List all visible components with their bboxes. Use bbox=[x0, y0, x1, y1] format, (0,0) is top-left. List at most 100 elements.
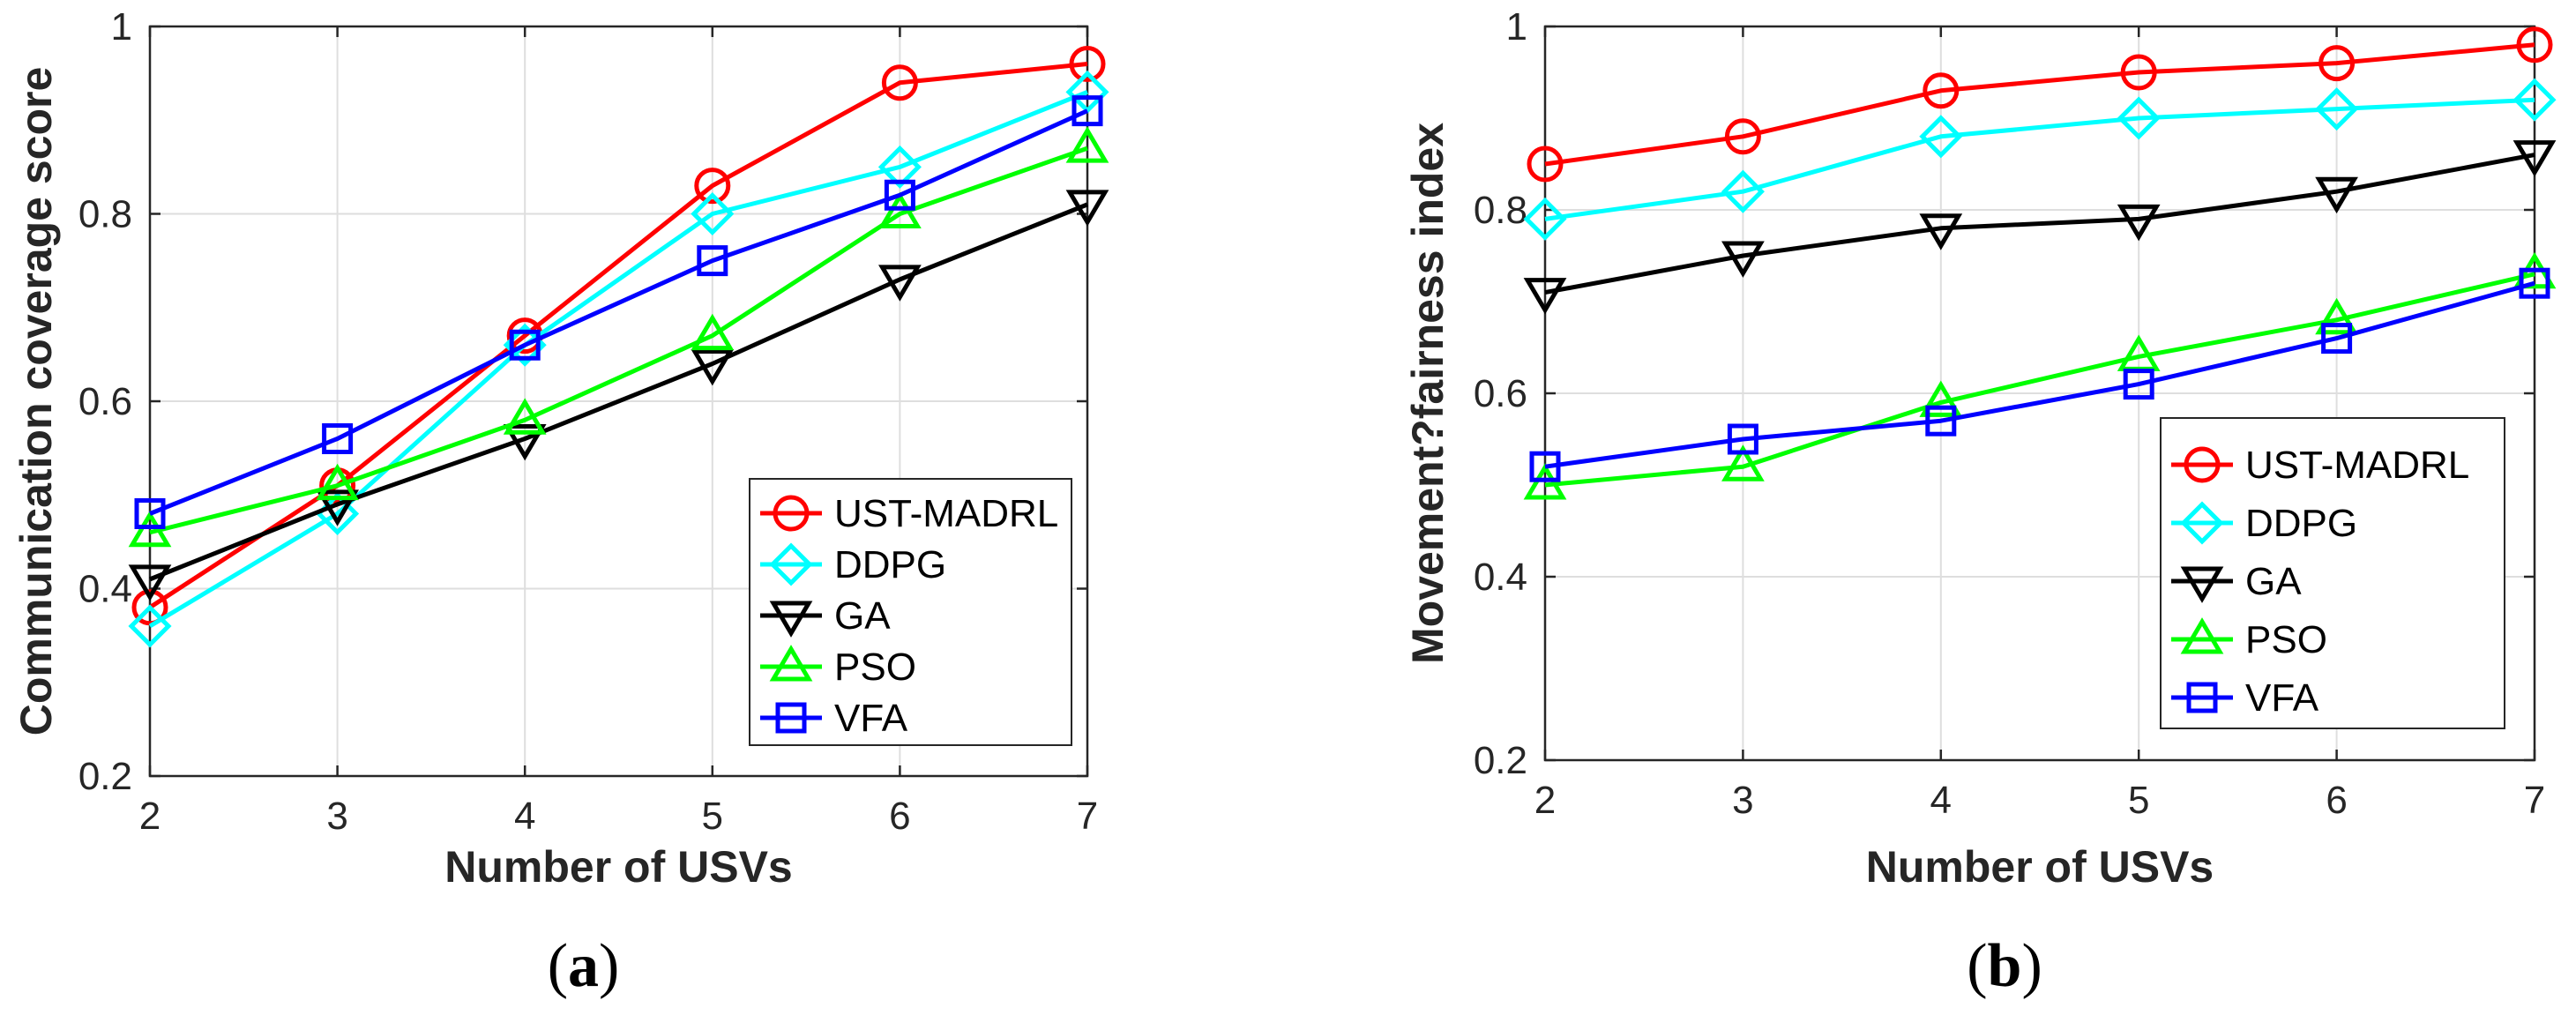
data-point bbox=[1919, 380, 1963, 417]
series-ga bbox=[128, 190, 1109, 601]
data-point bbox=[2519, 267, 2550, 299]
y-tick-label: 0.2 bbox=[1474, 739, 1527, 782]
data-point bbox=[322, 423, 354, 454]
series-ga bbox=[1523, 140, 2557, 315]
data-point bbox=[878, 191, 922, 228]
series-line bbox=[1544, 280, 2535, 469]
data-point bbox=[128, 510, 172, 548]
x-axis-label: Number of USVs bbox=[1866, 842, 2214, 892]
x-tick-label: 3 bbox=[326, 795, 347, 838]
legend-marker bbox=[769, 542, 813, 586]
data-point bbox=[503, 424, 547, 461]
data-point bbox=[2513, 140, 2557, 177]
data-point bbox=[1065, 126, 1109, 163]
data-point bbox=[134, 498, 166, 529]
series-line bbox=[1544, 42, 2535, 167]
x-tick-label: 7 bbox=[2524, 779, 2545, 822]
x-tick-label: 6 bbox=[2326, 779, 2347, 822]
legend-label: GA bbox=[834, 594, 891, 638]
y-tick-label: 0.2 bbox=[78, 755, 132, 798]
data-point bbox=[1724, 118, 1761, 155]
data-point bbox=[509, 329, 541, 361]
panel-label-letter: b bbox=[1988, 932, 2022, 1000]
x-tick-label: 2 bbox=[139, 795, 161, 838]
data-point bbox=[2516, 26, 2553, 63]
data-point bbox=[1919, 115, 1963, 159]
data-point bbox=[1523, 278, 1567, 315]
legend-marker bbox=[2180, 501, 2224, 545]
y-tick-label: 0.4 bbox=[1474, 556, 1527, 599]
legend-marker bbox=[773, 495, 810, 532]
x-tick-label: 4 bbox=[1930, 779, 1952, 822]
x-tick-label: 2 bbox=[1534, 779, 1556, 822]
data-point bbox=[1721, 169, 1765, 213]
data-point bbox=[697, 245, 728, 277]
legend-marker bbox=[769, 601, 813, 638]
legend-marker bbox=[769, 645, 813, 682]
data-point bbox=[128, 604, 172, 648]
y-tick-label: 1 bbox=[111, 5, 132, 49]
series-line bbox=[148, 62, 1088, 609]
y-axis-label: Communication coverage score bbox=[11, 67, 61, 736]
data-point bbox=[1923, 72, 1960, 109]
legend-label: DDPG bbox=[834, 543, 946, 586]
y-tick-label: 0.6 bbox=[1474, 372, 1527, 415]
data-point bbox=[2315, 297, 2358, 335]
series-vfa bbox=[134, 95, 1103, 529]
data-point bbox=[316, 463, 359, 501]
data-point bbox=[2117, 204, 2161, 242]
legend-item: DDPG bbox=[2171, 501, 2357, 545]
data-point bbox=[1721, 241, 1765, 278]
legend-label: DDPG bbox=[2245, 502, 2357, 545]
legend-label: UST-MADRL bbox=[2245, 444, 2469, 487]
legend-label: UST-MADRL bbox=[834, 492, 1058, 535]
legend-label: PSO bbox=[834, 646, 916, 689]
legend-item: DDPG bbox=[760, 542, 946, 586]
data-point bbox=[884, 179, 915, 211]
legend-marker bbox=[775, 702, 807, 734]
y-tick-label: 0.8 bbox=[1474, 189, 1527, 232]
series-line bbox=[149, 202, 1088, 582]
chart-panel-a: 2 3 4 5 6 7 0.2 0.4 0.6 0.8 1 Number of USVs Communi… bbox=[11, 5, 1109, 1000]
legend-item: UST-MADRL bbox=[2171, 444, 2469, 487]
y-tick-label: 0.6 bbox=[78, 380, 132, 423]
series-pso bbox=[128, 126, 1109, 548]
data-point bbox=[1527, 146, 1564, 183]
panel-label: (b) bbox=[1967, 932, 2042, 1000]
legend: UST-MADRL DDPG GA PSO VFA bbox=[2160, 417, 2505, 729]
series-line bbox=[149, 108, 1089, 516]
legend-label: VFA bbox=[2245, 676, 2319, 720]
series-ddpg bbox=[1523, 78, 2557, 241]
panel-label-letter: a bbox=[568, 932, 599, 1000]
panel-label-open: ( bbox=[548, 932, 568, 1000]
panel-label-close: ) bbox=[599, 932, 619, 1000]
data-point bbox=[2315, 87, 2359, 131]
panel-label-close: ) bbox=[2021, 932, 2042, 1000]
series-vfa bbox=[1529, 267, 2550, 482]
legend-item: UST-MADRL bbox=[760, 492, 1058, 535]
x-tick-label: 4 bbox=[514, 795, 535, 838]
data-point bbox=[2117, 96, 2161, 140]
legend-marker bbox=[2180, 617, 2224, 654]
legend-marker bbox=[2186, 682, 2218, 713]
legend-label: GA bbox=[2245, 560, 2302, 603]
legend: UST-MADRL DDPG GA PSO VFA bbox=[749, 478, 1072, 746]
data-point bbox=[691, 191, 735, 236]
data-point bbox=[2513, 78, 2557, 122]
legend-item: GA bbox=[760, 594, 891, 638]
data-point bbox=[1065, 190, 1109, 227]
legend-item: PSO bbox=[760, 645, 916, 689]
series-line bbox=[148, 90, 1088, 629]
legend-marker bbox=[2180, 566, 2224, 603]
legend-label: PSO bbox=[2245, 618, 2327, 661]
data-point bbox=[1069, 46, 1106, 82]
y-tick-label: 0.4 bbox=[78, 568, 132, 611]
data-point bbox=[1523, 463, 1567, 500]
x-tick-label: 5 bbox=[2128, 779, 2149, 822]
data-point bbox=[2321, 323, 2353, 355]
data-point bbox=[2120, 54, 2157, 91]
data-point bbox=[1727, 423, 1758, 455]
data-point bbox=[694, 168, 731, 205]
legend-label: VFA bbox=[834, 697, 908, 740]
